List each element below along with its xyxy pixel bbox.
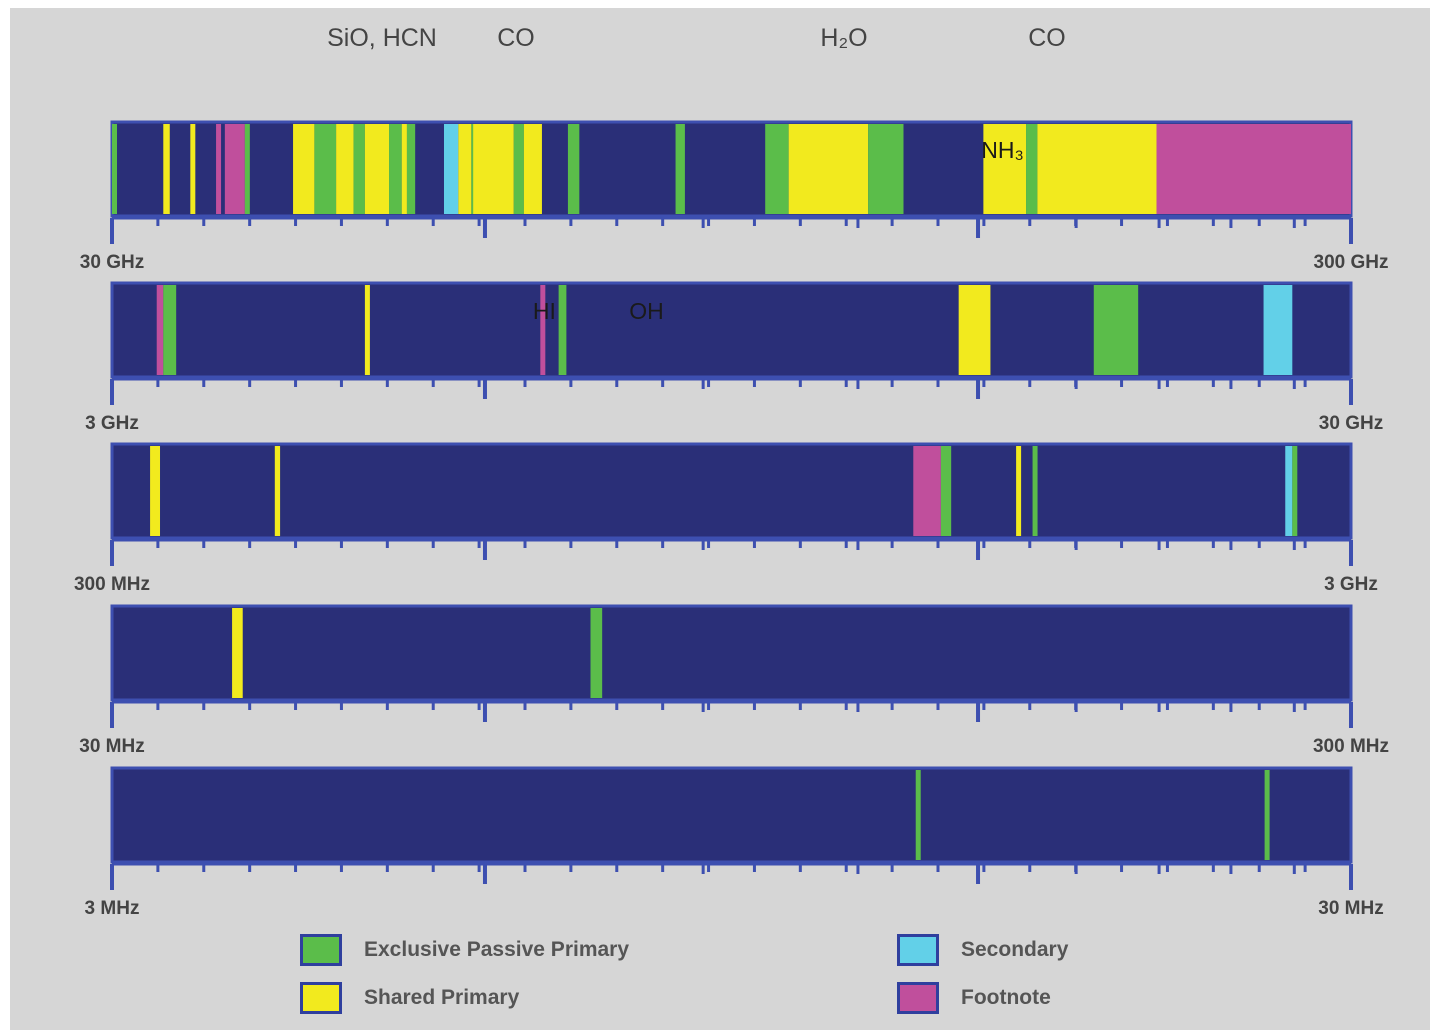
row-1-band-4-footnote — [216, 124, 222, 214]
row-1-band-19-exclusive-passive-primary — [513, 124, 524, 214]
row-3-band-1-shared-primary — [150, 446, 161, 536]
row-1-band-14-exclusive-passive-primary — [406, 124, 416, 214]
row-2-max-label: 30 GHz — [1319, 413, 1383, 434]
legend-item-exclusive-passive-primary: Exclusive Passive Primary — [300, 934, 629, 966]
row-1-band-23-exclusive-passive-primary — [765, 124, 789, 214]
row-2-band-7-exclusive-passive-primary — [1093, 285, 1139, 375]
row-1-band-10-exclusive-passive-primary — [353, 124, 365, 214]
row-1-band-25-exclusive-passive-primary — [868, 124, 904, 214]
legend-swatch-secondary — [897, 934, 939, 966]
row-4-band-1-shared-primary — [232, 608, 243, 698]
row-1-band-5-footnote — [224, 124, 245, 214]
molecule-label-1: SiO, HCN — [327, 24, 437, 52]
row-3-band-6-exclusive-passive-primary — [1032, 446, 1038, 536]
row-3-band-2-shared-primary — [274, 446, 281, 536]
row-3-band-5-shared-primary — [1016, 446, 1022, 536]
molecule-label-3: H₂O — [820, 24, 867, 52]
row-4-band-2-exclusive-passive-primary — [590, 608, 603, 698]
row-3-band-8-exclusive-passive-primary — [1292, 446, 1298, 536]
row-3-min-label: 300 MHz — [74, 574, 150, 595]
legend-label-shared-primary: Shared Primary — [364, 986, 520, 1009]
row-1-band-1-exclusive-passive-primary — [112, 124, 117, 214]
row-2-band-3-shared-primary — [364, 285, 370, 375]
row-1-min-label: 30 GHz — [80, 252, 144, 273]
spectrum-chart: SiO, HCN CO H₂O CO 30 GHz 300 GHz NH₃ 3 GHz 30 G… — [74, 24, 1389, 919]
spectrum-figure: SiO, HCN CO H₂O CO 30 GHz 300 GHz NH₃ 3 GHz 30 G… — [10, 8, 1430, 1030]
row-1-band-12-exclusive-passive-primary — [389, 124, 402, 214]
row-1-band-16-shared-primary — [458, 124, 472, 214]
row-1-band-3-shared-primary — [190, 124, 196, 214]
row-2-band-2-exclusive-passive-primary — [163, 285, 177, 375]
row-1-band-20-shared-primary — [523, 124, 542, 214]
row-3-band-7-secondary — [1285, 446, 1293, 536]
row-1-band-27-exclusive-passive-primary — [1026, 124, 1038, 214]
row-1-band-7-shared-primary — [293, 124, 315, 214]
row-1-band-21-exclusive-passive-primary — [567, 124, 580, 214]
row-1-annotation-nh: NH₃ — [981, 137, 1024, 163]
row-1-band-8-exclusive-passive-primary — [314, 124, 337, 214]
row-3-max-label: 3 GHz — [1324, 574, 1378, 595]
row-2-band-4-footnote — [540, 285, 546, 375]
row-4-background — [110, 604, 1353, 702]
row-2-band-1-footnote — [156, 285, 164, 375]
row-4-min-label: 30 MHz — [79, 736, 144, 757]
row-1-band-24-shared-primary — [788, 124, 869, 214]
molecule-label-4: CO — [1028, 24, 1066, 52]
row-2-band-5-exclusive-passive-primary — [558, 285, 567, 375]
row-1-band-28-shared-primary — [1037, 124, 1157, 214]
legend-label-secondary: Secondary — [961, 938, 1069, 961]
row-5-min-label: 3 MHz — [85, 898, 140, 919]
legend-item-shared-primary: Shared Primary — [300, 982, 519, 1014]
row-1-band-9-shared-primary — [336, 124, 354, 214]
row-2-min-label: 3 GHz — [85, 413, 139, 434]
legend-swatch-exclusive-passive-primary — [300, 934, 342, 966]
row-5-band-1-exclusive-passive-primary — [915, 770, 921, 860]
row-5-max-label: 30 MHz — [1318, 898, 1383, 919]
row-1-band-6-exclusive-passive-primary — [244, 124, 250, 214]
row-2-band-6-shared-primary — [958, 285, 991, 375]
legend-label-footnote: Footnote — [961, 986, 1051, 1009]
legend: Exclusive Passive Primary Shared Primary… — [300, 934, 1200, 1030]
legend-swatch-footnote — [897, 982, 939, 1014]
legend-label-exclusive-passive-primary: Exclusive Passive Primary — [364, 938, 630, 961]
row-5-band-2-exclusive-passive-primary — [1264, 770, 1270, 860]
row-3-band-4-exclusive-passive-primary — [940, 446, 952, 536]
row-5-background — [110, 766, 1353, 864]
row-1-band-22-exclusive-passive-primary — [675, 124, 685, 214]
row-4-max-label: 300 MHz — [1313, 736, 1389, 757]
row-1-band-15-secondary — [443, 124, 459, 214]
row-1-band-13-shared-primary — [401, 124, 407, 214]
row-2-annotation-hi: HI — [533, 298, 556, 324]
row-1-band-26-shared-primary — [983, 124, 1027, 214]
legend-swatch-shared-primary — [300, 982, 342, 1014]
row-2-annotation-oh: OH — [629, 298, 664, 324]
row-3-background — [110, 442, 1353, 540]
row-3-band-3-footnote — [913, 446, 941, 536]
row-1-band-18-shared-primary — [473, 124, 514, 214]
legend-item-secondary: Secondary — [897, 934, 1068, 966]
row-1-band-29-footnote — [1156, 124, 1351, 214]
row-1-max-label: 300 GHz — [1314, 252, 1389, 273]
legend-item-footnote: Footnote — [897, 982, 1051, 1014]
row-2-band-8-secondary — [1263, 285, 1293, 375]
row-1-band-11-shared-primary — [364, 124, 390, 214]
row-1-band-2-shared-primary — [163, 124, 170, 214]
row-2-background — [110, 281, 1353, 379]
molecule-label-2: CO — [497, 24, 535, 52]
